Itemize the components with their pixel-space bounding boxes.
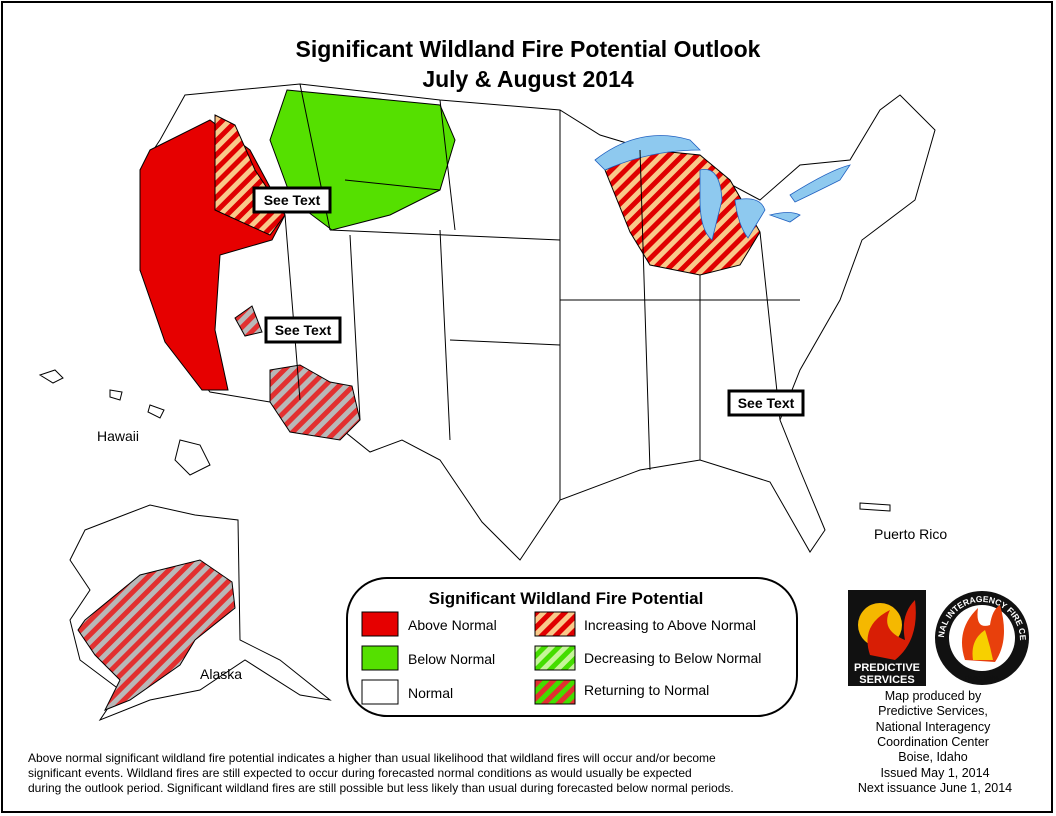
title: Significant Wildland Fire Potential Outl… xyxy=(296,36,761,62)
legend-label: Returning to Normal xyxy=(584,682,709,698)
legend-label: Normal xyxy=(408,685,453,701)
footnote-line: Above normal significant wildland fire p… xyxy=(28,751,716,765)
footnote: Above normal significant wildland fire p… xyxy=(28,751,734,795)
legend-title: Significant Wildland Fire Potential xyxy=(429,589,704,608)
credits: Map produced by Predictive Services, Nat… xyxy=(858,689,1012,795)
credit-line: Map produced by xyxy=(885,689,982,703)
credit-line: Issued May 1, 2014 xyxy=(880,766,989,780)
legend: Significant Wildland Fire Potential Abov… xyxy=(346,577,798,717)
footnote-line: during the outlook period. Significant w… xyxy=(28,781,734,795)
logo-text: Boise, Idaho xyxy=(965,676,999,682)
legend-label: Below Normal xyxy=(408,651,495,667)
puerto-rico-label: Puerto Rico xyxy=(874,526,947,542)
logo-text: PREDICTIVE xyxy=(854,662,920,674)
credit-line: National Interagency xyxy=(876,720,991,734)
hawaii-label: Hawaii xyxy=(97,428,139,444)
credit-line: Boise, Idaho xyxy=(898,750,968,764)
see-text: See Text xyxy=(275,322,332,338)
see-text: See Text xyxy=(264,192,321,208)
footnote-line: significant events. Wildland fires are s… xyxy=(28,766,692,780)
credit-line: Next issuance June 1, 2014 xyxy=(858,781,1012,795)
logo-text: SERVICES xyxy=(859,674,914,686)
alaska-label: Alaska xyxy=(200,666,242,682)
alaska-map xyxy=(69,504,332,722)
legend-label: Decreasing to Below Normal xyxy=(584,650,761,666)
subtitle: July & August 2014 xyxy=(422,66,634,92)
legend-label: Increasing to Above Normal xyxy=(584,617,756,633)
predictive-services-logo: PREDICTIVE SERVICES xyxy=(848,590,926,686)
see-text-boxes: See Text See Text See Text xyxy=(252,186,805,417)
see-text: See Text xyxy=(738,395,795,411)
credit-line: Predictive Services, xyxy=(878,704,988,718)
credit-line: Coordination Center xyxy=(877,735,989,749)
legend-label: Above Normal xyxy=(408,617,497,633)
